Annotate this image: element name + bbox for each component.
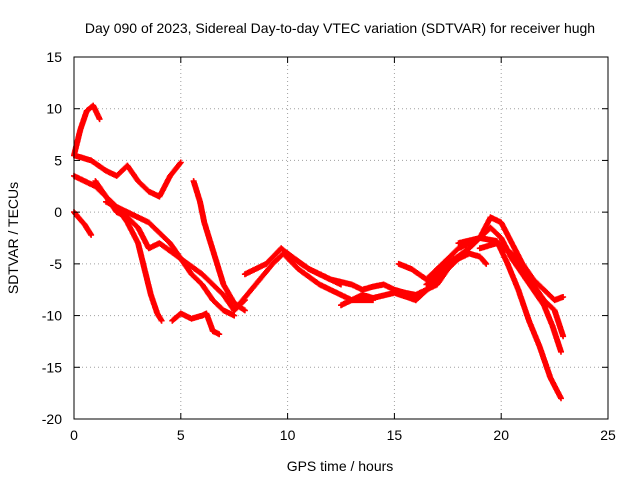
series-track-8 [190, 178, 248, 314]
x-axis-label: GPS time / hours [287, 458, 394, 474]
x-tick-label: 10 [280, 427, 296, 443]
point-markers [231, 250, 436, 314]
y-tick-label: 0 [54, 204, 62, 220]
series-track-6 [103, 198, 238, 319]
point-markers [103, 198, 238, 319]
y-axis-label: SDTVAR / TECUs [5, 182, 21, 294]
y-tick-label: 10 [46, 101, 62, 117]
series-track-7 [169, 310, 223, 338]
series-track-1 [71, 102, 103, 159]
x-tick-label: 0 [70, 427, 78, 443]
series-track-18 [476, 240, 567, 340]
plot-frame [73, 56, 609, 420]
point-markers [71, 152, 184, 200]
grid [74, 57, 608, 419]
series-track-4 [71, 152, 184, 200]
y-tick-label: 5 [54, 152, 62, 168]
y-tick-label: 15 [46, 49, 62, 65]
point-markers [476, 240, 567, 340]
x-tick-label: 5 [177, 427, 185, 443]
point-markers [71, 102, 103, 159]
x-tick-label: 20 [493, 427, 509, 443]
point-markers [169, 310, 223, 338]
data-series [71, 102, 567, 402]
point-markers [338, 297, 376, 309]
y-tick-label: -20 [42, 411, 62, 427]
series-track-12 [338, 297, 376, 309]
x-tick-label: 15 [387, 427, 403, 443]
series-track-11 [284, 250, 451, 298]
chart-title: Day 090 of 2023, Sidereal Day-to-day VTE… [85, 20, 595, 36]
point-markers [284, 250, 451, 298]
x-tick-label: 25 [600, 427, 616, 443]
series-track-10 [231, 250, 436, 314]
y-tick-label: -10 [42, 308, 62, 324]
point-markers [190, 178, 248, 314]
axis-ticks: 0 5 10 15 20 25 15 10 5 0 -5 -10 -15 -20 [42, 49, 616, 443]
y-tick-label: -15 [42, 359, 62, 375]
y-tick-label: -5 [50, 256, 63, 272]
